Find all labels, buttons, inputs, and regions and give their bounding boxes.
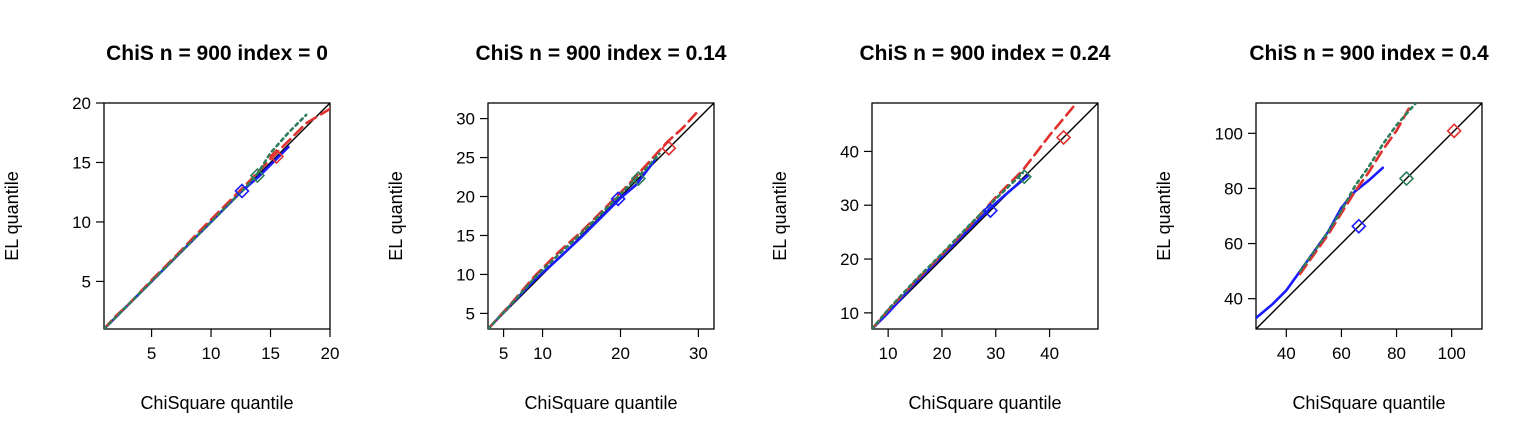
y-tick-label: 15 (72, 153, 91, 172)
x-tick-label: 20 (932, 344, 951, 363)
x-tick-label: 80 (1387, 344, 1406, 363)
y-tick-label: 10 (456, 265, 475, 284)
diamond-marker-blue (234, 183, 250, 199)
plot-frame (487, 102, 715, 330)
reference-diagonal (1256, 103, 1482, 329)
y-tick-label: 20 (72, 94, 91, 113)
qq-panel: ChiS n = 900 index = 0 ChiSquare quantile… (2, 42, 339, 413)
series-line-red (104, 107, 330, 329)
diamond-marker-red (1055, 129, 1072, 146)
x-tick-label: 60 (1332, 344, 1351, 363)
y-axis-label: EL quantile (386, 171, 406, 260)
x-tick-label: 30 (689, 344, 708, 363)
x-tick-label: 10 (879, 344, 898, 363)
diamond-marker-blue (982, 202, 999, 219)
diamond-marker-blue (1351, 218, 1367, 234)
series-line-green (488, 152, 661, 329)
x-axis-label: ChiSquare quantile (524, 393, 677, 413)
y-tick-label: 5 (466, 304, 475, 323)
x-axis-label: ChiSquare quantile (140, 393, 293, 413)
x-tick-label: 10 (202, 344, 221, 363)
panel-title: ChiS n = 900 index = 0.4 (1249, 42, 1489, 65)
x-tick-label: 15 (261, 344, 280, 363)
series-line-green (872, 171, 1024, 329)
y-axis-label: EL quantile (1154, 171, 1174, 260)
y-axis-label: EL quantile (770, 171, 790, 260)
x-tick-label: 40 (1040, 344, 1059, 363)
x-axis-label: ChiSquare quantile (908, 393, 1061, 413)
y-tick-label: 25 (456, 149, 475, 168)
y-tick-label: 80 (1224, 179, 1243, 198)
x-tick-label: 20 (611, 344, 630, 363)
x-tick-label: 100 (1437, 344, 1465, 363)
x-axis-label: ChiSquare quantile (1292, 393, 1445, 413)
series-line-green (1298, 103, 1418, 273)
y-tick-label: 10 (72, 213, 91, 232)
qq-panel: ChiS n = 900 index = 0.14 ChiSquare quant… (386, 42, 727, 413)
y-tick-label: 100 (1215, 124, 1243, 143)
panel-title: ChiS n = 900 index = 0.24 (860, 42, 1111, 65)
x-tick-label: 40 (1277, 344, 1296, 363)
diamond-marker-red (661, 140, 677, 156)
plot-frame (1255, 102, 1483, 330)
y-tick-label: 30 (456, 110, 475, 129)
series-line-red (1298, 104, 1412, 276)
y-tick-label: 20 (456, 188, 475, 207)
diamond-marker-blue (610, 191, 626, 207)
diamond-marker-red (1446, 123, 1462, 139)
series-line-green (104, 113, 308, 329)
panel-title: ChiS n = 900 index = 0.14 (476, 42, 727, 65)
y-tick-label: 15 (456, 226, 475, 245)
y-tick-label: 5 (82, 272, 91, 291)
diamond-marker-red (268, 148, 285, 165)
y-tick-label: 60 (1224, 235, 1243, 254)
qq-panel: ChiS n = 900 index = 0.4 ChiSquare quanti… (1154, 42, 1489, 413)
x-tick-label: 5 (147, 344, 156, 363)
diamond-marker-green (630, 170, 647, 187)
y-axis-label: EL quantile (2, 171, 22, 260)
x-tick-label: 5 (499, 344, 508, 363)
diamond-marker-green (1398, 170, 1415, 187)
y-tick-label: 20 (840, 250, 859, 269)
panel-title: ChiS n = 900 index = 0 (106, 42, 328, 65)
x-tick-label: 10 (533, 344, 552, 363)
qq-panel: ChiS n = 900 index = 0.24 ChiSquare quant… (770, 42, 1111, 413)
x-tick-label: 30 (986, 344, 1005, 363)
y-tick-label: 40 (1224, 290, 1243, 309)
diamond-marker-green (1016, 169, 1032, 185)
y-tick-label: 10 (840, 304, 859, 323)
y-tick-label: 40 (840, 142, 859, 161)
diamond-marker-green (249, 167, 266, 184)
y-tick-label: 30 (840, 196, 859, 215)
series-line-blue (872, 174, 1030, 329)
plot-frame (103, 102, 331, 330)
plot-frame (871, 102, 1099, 330)
x-tick-label: 20 (321, 344, 340, 363)
